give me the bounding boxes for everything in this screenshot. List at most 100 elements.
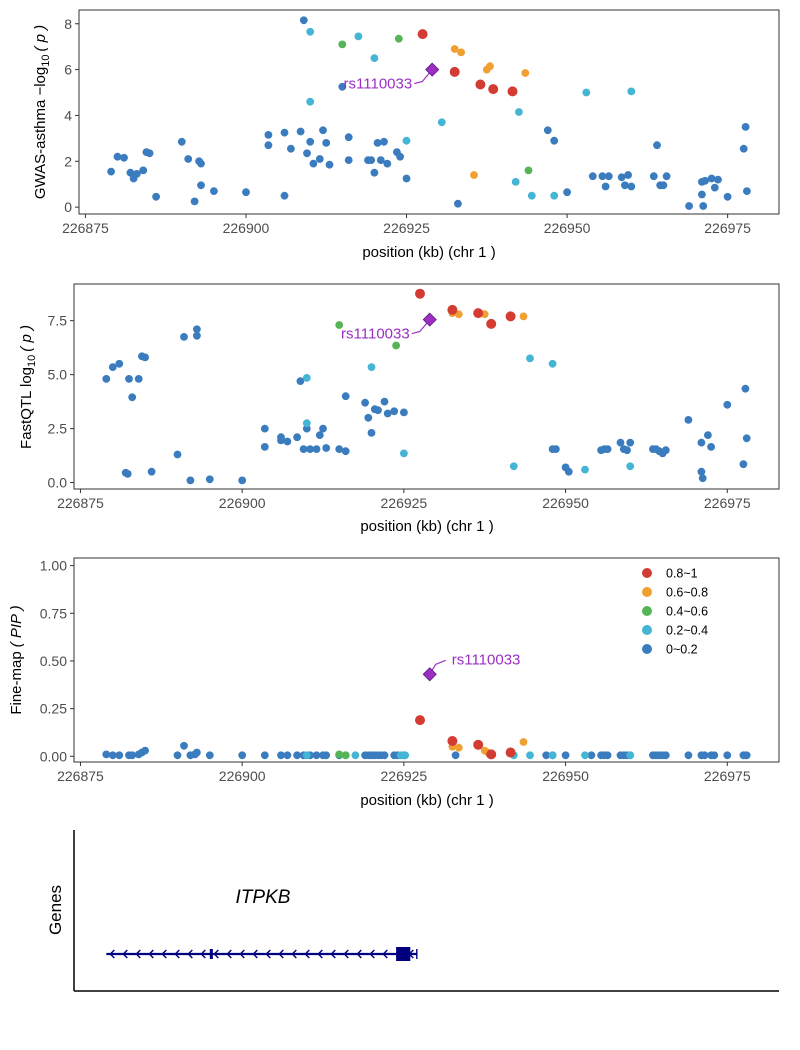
eqtl-snp-point [238, 476, 247, 485]
gwas-snp-point [306, 97, 315, 106]
eqtl-lead-connector [411, 319, 431, 335]
gwas-y-tick-label: 8 [64, 16, 72, 32]
gwas-y-tick-label: 2 [64, 153, 72, 169]
eqtl-snp-point [400, 449, 408, 458]
gwas-snp-point [621, 181, 629, 190]
gwas-snp-point [373, 139, 382, 147]
gwas-y-label-p: ( p ) [32, 25, 49, 52]
gwas-snp-point [299, 16, 308, 25]
eqtl-snp-point [193, 331, 201, 340]
strand-arrow [304, 949, 310, 959]
legend-label: 0.4~0.6 [666, 605, 708, 619]
gwas-snp-point [685, 202, 693, 210]
gwas-snp-point [315, 155, 324, 163]
gwas-snp-point [598, 172, 607, 181]
gwas-snp-point [563, 188, 571, 197]
eqtl-snp-point [283, 437, 292, 446]
gwas-snp-point [437, 118, 446, 127]
gwas-snp-point [210, 187, 218, 196]
gwas-snp-point [306, 27, 315, 36]
eqtl-snp-point [447, 304, 458, 315]
gwas-snp-point [120, 153, 128, 162]
eqtl-y-tick-label: 5.0 [48, 367, 68, 383]
eqtl-snp-point [302, 424, 311, 433]
finemap-snp-point [723, 751, 732, 760]
finemap-snp-point [180, 741, 188, 750]
gwas-snp-point [699, 202, 708, 210]
gene-exon [209, 949, 213, 959]
eqtl-snp-point [564, 467, 573, 476]
gwas-x-tick-label: 226875 [62, 220, 109, 236]
strand-arrow [187, 949, 193, 959]
eqtl-snp-point [723, 400, 732, 409]
finemap-snp-point [302, 751, 311, 760]
gwas-snp-point [107, 167, 115, 176]
eqtl-snp-point [180, 333, 188, 341]
gwas-snp-point [624, 171, 632, 179]
eqtl-x-axis: 226875 226900 226925 226950 226975 [57, 489, 751, 511]
eqtl-snp-point [383, 409, 392, 418]
finemap-panel: 226875 226900 226925 226950 226975 0.000.250… [8, 557, 780, 809]
gwas-snp-point [527, 191, 536, 200]
finemap-snp-point [526, 751, 534, 760]
gwas-snp-point [145, 149, 154, 158]
finemap-snp-point [260, 751, 269, 760]
eqtl-snp-point [367, 429, 376, 437]
eqtl-snp-point [147, 467, 156, 476]
gwas-x-axis: 226875 226900 226925 226950 226975 [62, 214, 751, 236]
legend-swatch [642, 625, 652, 635]
gwas-snp-point [280, 191, 289, 200]
eqtl-snp-point [299, 445, 308, 453]
gwas-snp-point [604, 172, 613, 181]
gwas-snp-point [376, 156, 385, 165]
legend-label: 0.8~1 [666, 567, 698, 581]
gwas-y-tick-label: 0 [64, 199, 72, 215]
gwas-lead-snp-marker [425, 62, 440, 77]
gwas-snp-point [139, 166, 148, 175]
finemap-x-axis: 226875 226900 226925 226950 226975 [57, 762, 751, 784]
eqtl-snp-point [697, 467, 706, 476]
gwas-snp-point [470, 171, 478, 179]
gwas-snp-point [242, 188, 250, 197]
eqtl-snp-point [102, 375, 111, 383]
eqtl-snp-point [296, 377, 305, 385]
strand-arrow [226, 949, 232, 959]
eqtl-lead-snp-marker [422, 312, 437, 327]
gwas-snp-point [197, 181, 205, 190]
finemap-y-label-p: ( PIP ) [8, 605, 25, 647]
gwas-snp-point [627, 87, 636, 96]
finemap-y-tick-label: 0.00 [40, 748, 67, 764]
finemap-snp-point [519, 738, 528, 746]
gwas-snp-point [710, 183, 719, 192]
gwas-snp-point [402, 174, 411, 183]
eqtl-x-tick-label: 226975 [704, 495, 751, 511]
eqtl-snp-point [364, 413, 373, 422]
finemap-snp-point [486, 749, 497, 760]
finemap-snp-point [710, 751, 719, 760]
finemap-points [102, 715, 751, 760]
eqtl-snp-point [704, 431, 712, 439]
eqtl-y-axis: 0.0 2.5 5.0 7.5 [48, 313, 74, 491]
legend-label: 0.6~0.8 [666, 586, 708, 600]
gwas-snp-point [325, 160, 334, 169]
gwas-snp-point [601, 182, 610, 191]
gwas-snp-point [322, 139, 331, 147]
gwas-lead-snp-label: rs1110033 [344, 76, 413, 93]
gwas-snp-point [449, 66, 460, 77]
finemap-lead-snp-marker [422, 667, 437, 682]
strand-arrow [291, 949, 297, 959]
finemap-snp-point [661, 751, 670, 760]
strand-arrow [265, 949, 271, 959]
eqtl-x-tick-label: 226900 [219, 495, 266, 511]
eqtl-snp-point [739, 460, 748, 469]
strand-arrow [148, 949, 154, 959]
eqtl-lead-snp-label: rs1110033 [341, 326, 410, 343]
eqtl-snp-point [603, 445, 612, 453]
eqtl-snp-point [367, 363, 376, 371]
eqtl-snp-point [260, 443, 269, 451]
finemap-snp-point [447, 736, 458, 746]
eqtl-snp-point [306, 445, 314, 453]
gwas-snp-point [588, 172, 597, 181]
gwas-snp-point [488, 84, 499, 95]
